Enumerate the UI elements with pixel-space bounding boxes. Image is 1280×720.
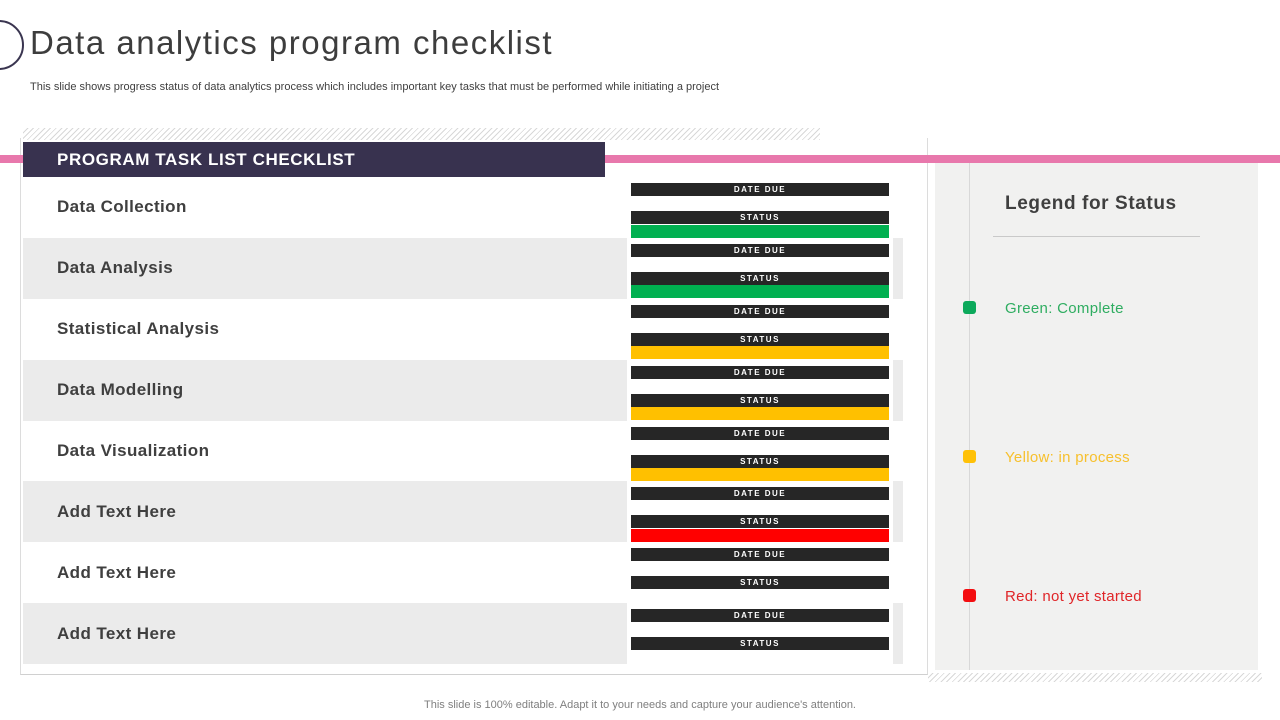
task-label: Data Visualization xyxy=(57,440,210,460)
checklist-row: Data Modelling DATE DUE STATUS xyxy=(23,359,903,421)
date-due-bar: DATE DUE xyxy=(631,487,889,501)
status-color-bar-red xyxy=(631,528,889,542)
legend-swatch-icon xyxy=(963,301,976,314)
task-label: Statistical Analysis xyxy=(57,319,220,339)
legend-panel: Legend for Status Green: Complete Yellow:… xyxy=(935,163,1258,670)
legend-item-label: Red: not yet started xyxy=(1005,588,1142,605)
legend-item-label: Yellow: in process xyxy=(1005,449,1130,466)
accent-line xyxy=(0,155,1280,163)
checklist-row: Add Text Here DATE DUE STATUS xyxy=(23,603,903,664)
checklist-table-header: PROGRAM TASK LIST CHECKLIST xyxy=(23,142,605,177)
date-due-bar: DATE DUE xyxy=(631,426,889,440)
status-color-bar-yellow xyxy=(631,346,889,360)
task-label: Data Collection xyxy=(57,197,187,217)
legend-divider xyxy=(993,236,1200,237)
checklist-row: Data Analysis DATE DUE STATUS xyxy=(23,237,903,299)
status-bar: STATUS xyxy=(631,454,889,468)
status-color-bar-green xyxy=(631,224,889,238)
slide-subtitle: This slide shows progress status of data… xyxy=(30,81,720,93)
status-bar: STATUS xyxy=(631,393,889,407)
checklist-row: Data Collection DATE DUE STATUS xyxy=(23,177,903,238)
status-bar: STATUS xyxy=(631,637,889,651)
legend-item: Red: not yet started xyxy=(935,588,1258,605)
date-due-bar: DATE DUE xyxy=(631,183,889,196)
legend-swatch-icon xyxy=(963,589,976,602)
date-due-bar: DATE DUE xyxy=(631,304,889,318)
status-color-bar-green xyxy=(631,285,889,299)
task-label: Add Text Here xyxy=(57,562,177,582)
circle-decoration xyxy=(0,20,24,70)
legend-item: Yellow: in process xyxy=(935,449,1258,466)
footer-note: This slide is 100% editable. Adapt it to… xyxy=(424,699,856,711)
date-due-bar: DATE DUE xyxy=(631,243,889,257)
page-title: Data analytics program checklist xyxy=(30,24,554,61)
checklist-row: Statistical Analysis DATE DUE STATUS xyxy=(23,298,903,360)
legend-vertical-line xyxy=(969,163,970,670)
task-label: Data Analysis xyxy=(57,258,174,278)
task-label: Data Modelling xyxy=(57,380,184,400)
legend-item: Green: Complete xyxy=(935,300,1258,317)
status-bar: STATUS xyxy=(631,576,889,590)
checklist-row: Add Text Here DATE DUE STATUS xyxy=(23,542,903,604)
hatch-decoration-bottom xyxy=(928,673,1262,682)
checklist-table-header-label: PROGRAM TASK LIST CHECKLIST xyxy=(57,149,356,169)
hatch-decoration-top xyxy=(23,128,820,140)
status-bar: STATUS xyxy=(631,271,889,285)
status-color-bar-yellow xyxy=(631,468,889,481)
checklist-row: Data Visualization DATE DUE STATUS xyxy=(23,420,903,482)
status-color-bar-yellow xyxy=(631,407,889,421)
status-bar: STATUS xyxy=(631,515,889,529)
task-label: Add Text Here xyxy=(57,501,177,521)
task-label: Add Text Here xyxy=(57,623,177,643)
legend-swatch-icon xyxy=(963,450,976,463)
status-bar: STATUS xyxy=(631,332,889,346)
date-due-bar: DATE DUE xyxy=(631,609,889,623)
legend-title: Legend for Status xyxy=(1005,193,1177,214)
legend-item-label: Green: Complete xyxy=(1005,300,1124,317)
date-due-bar: DATE DUE xyxy=(631,365,889,379)
date-due-bar: DATE DUE xyxy=(631,548,889,562)
status-bar: STATUS xyxy=(631,211,889,224)
checklist-row: Add Text Here DATE DUE STATUS xyxy=(23,481,903,543)
checklist-rows: Data Collection DATE DUE STATUS Data Analys… xyxy=(23,177,903,664)
checklist-card-frame xyxy=(20,138,928,675)
